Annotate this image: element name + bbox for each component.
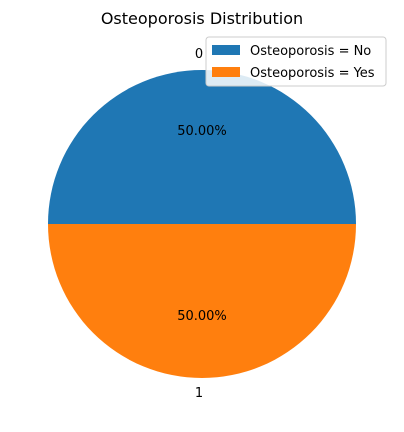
pie-slices <box>48 70 356 378</box>
pie-category-label-0: 0 <box>195 47 203 62</box>
legend: Osteoporosis = No Osteoporosis = Yes <box>205 36 387 87</box>
legend-frame <box>205 36 387 87</box>
legend-label-yes: Osteoporosis = Yes <box>250 66 375 81</box>
pie-category-label-1: 1 <box>195 386 203 401</box>
chart-title: Osteoporosis Distribution <box>101 9 303 28</box>
pie-slice-0 <box>48 70 356 224</box>
legend-label-no: Osteoporosis = No <box>250 44 371 59</box>
pie-slice-1 <box>48 224 356 378</box>
legend-swatch-yes <box>212 67 240 77</box>
pie-labels: 50.00% 0 50.00% 1 <box>177 47 227 401</box>
pie-percent-label-1: 50.00% <box>177 309 227 324</box>
pie-percent-label-0: 50.00% <box>177 124 227 139</box>
legend-swatch-no <box>212 45 240 55</box>
